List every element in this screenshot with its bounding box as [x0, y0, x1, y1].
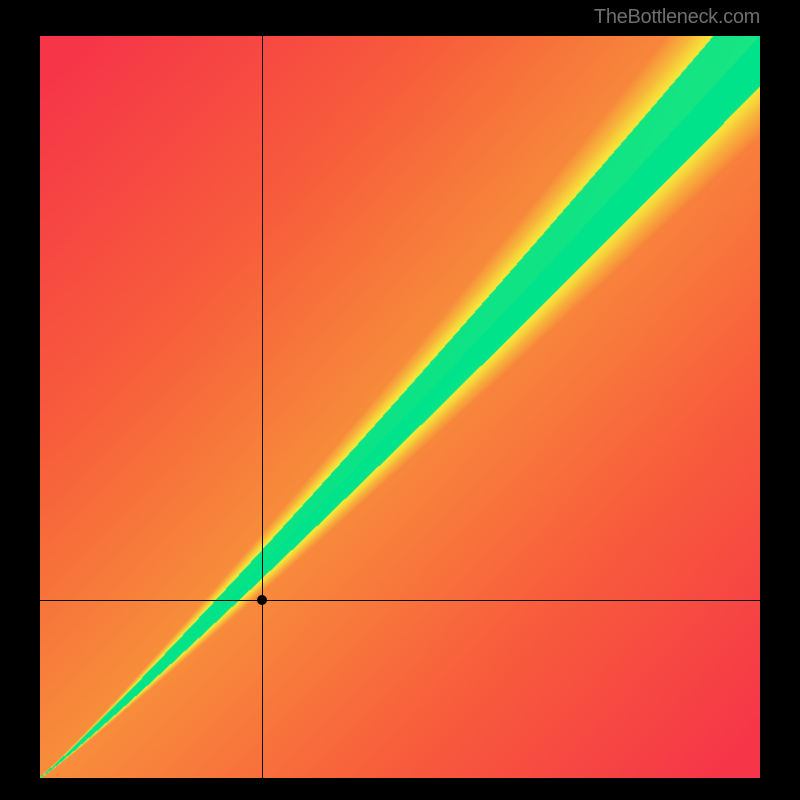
- bottleneck-heatmap: [40, 36, 760, 778]
- attribution-text: TheBottleneck.com: [594, 6, 760, 29]
- marker-dot: [257, 595, 267, 605]
- heatmap-canvas: [40, 36, 760, 778]
- crosshair-vertical: [262, 36, 263, 778]
- crosshair-horizontal: [40, 600, 760, 601]
